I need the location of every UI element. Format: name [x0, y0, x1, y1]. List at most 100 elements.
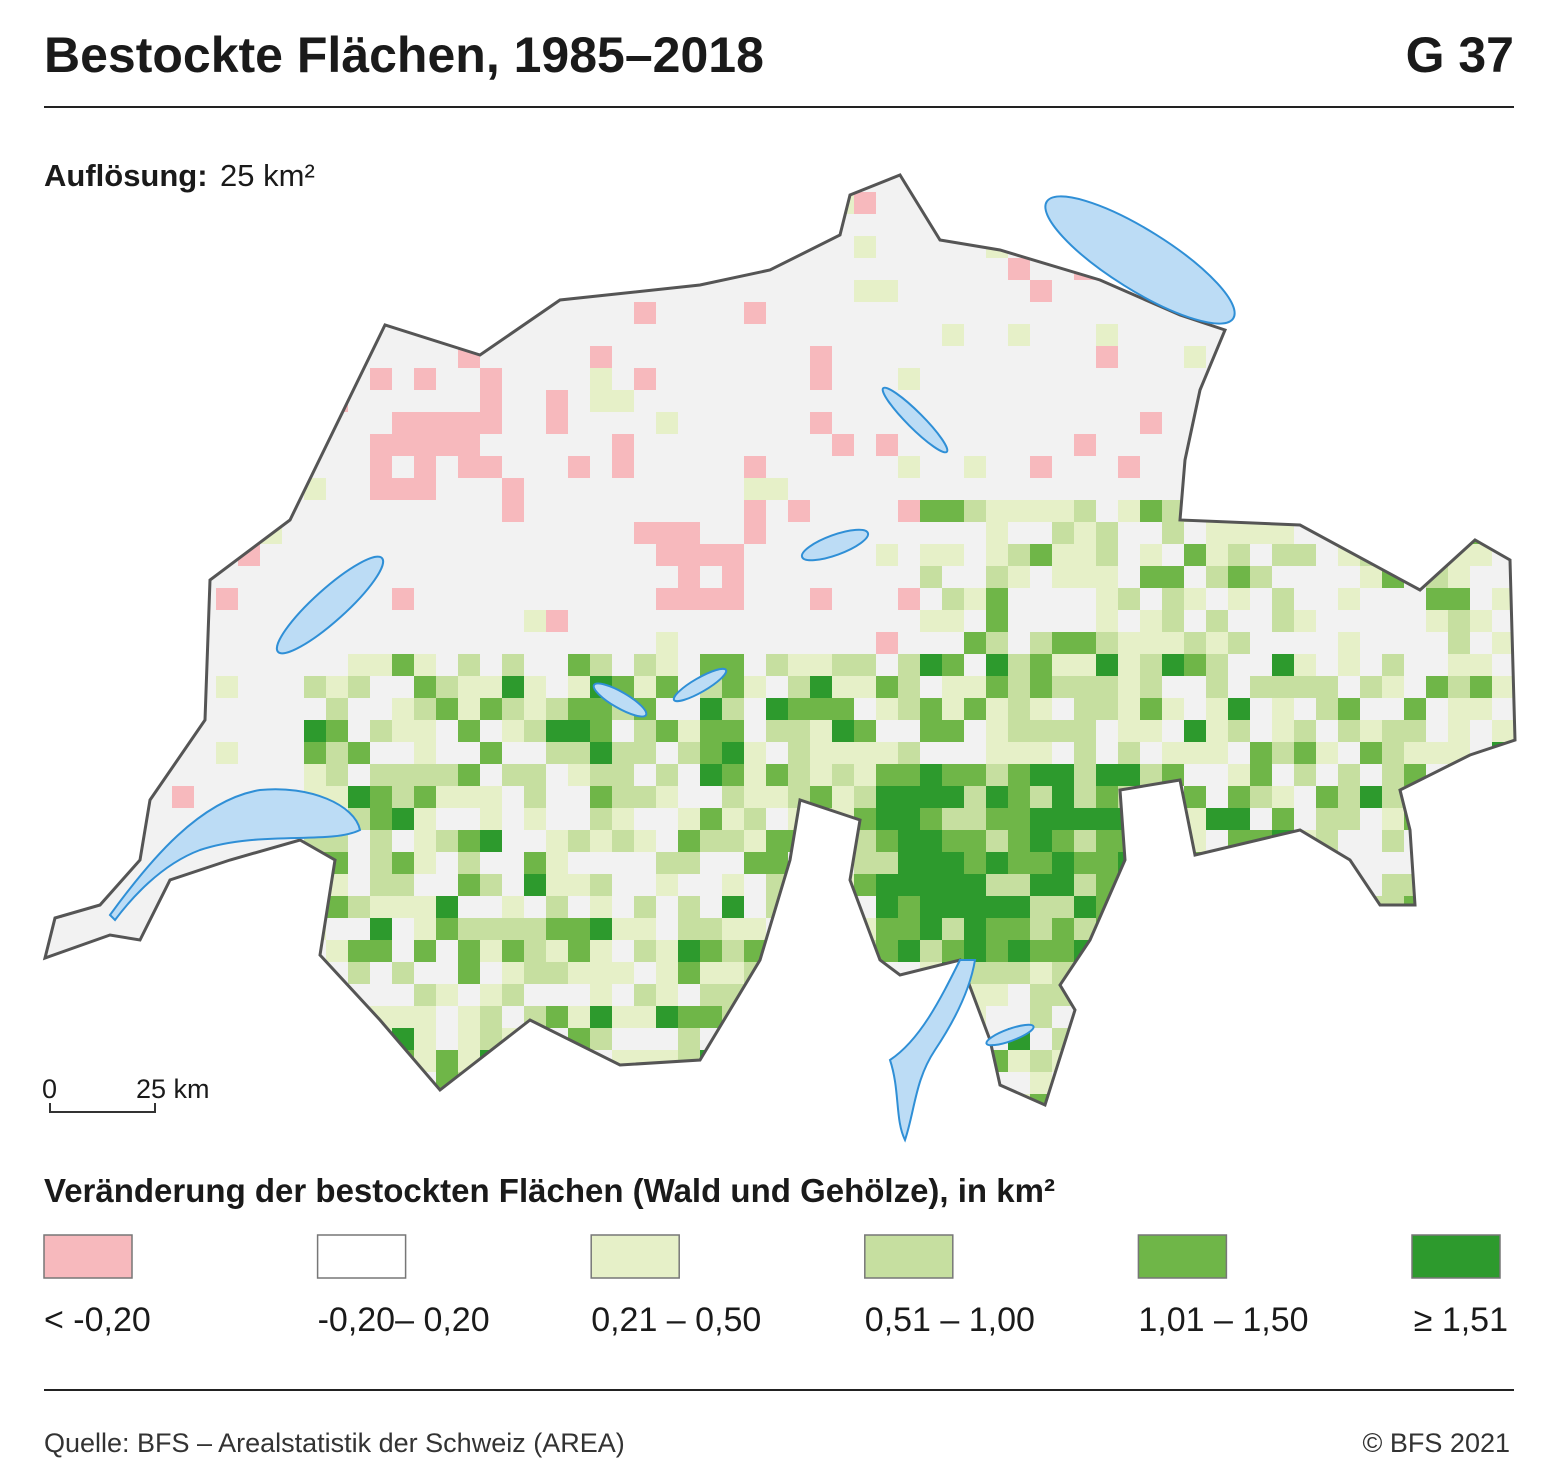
grid-cell — [1382, 742, 1404, 764]
grid-cell — [1272, 676, 1294, 698]
grid-cell — [722, 720, 744, 742]
country-border — [42, 173, 1517, 1108]
grid-cell — [656, 720, 678, 742]
grid-cell — [810, 346, 832, 368]
grid-cell — [1382, 874, 1404, 896]
grid-cell — [788, 500, 810, 522]
grid-cell — [744, 1050, 766, 1072]
grid-cell — [766, 830, 788, 852]
grid-cell — [788, 1072, 810, 1094]
grid-cell — [1206, 566, 1228, 588]
grid-cell — [1074, 896, 1096, 918]
grid-cell — [1272, 896, 1294, 918]
grid-cell — [1030, 1072, 1052, 1094]
grid-cell — [458, 1028, 480, 1050]
grid-cell — [1514, 1094, 1515, 1105]
grid-cell — [1404, 1028, 1426, 1050]
grid-cell — [788, 896, 810, 918]
grid-cell — [986, 698, 1008, 720]
grid-cell — [1382, 1094, 1404, 1105]
grid-cell — [546, 1006, 568, 1028]
grid-cell — [1118, 984, 1140, 1006]
grid-cell — [1470, 852, 1492, 874]
grid-cell — [1162, 1072, 1184, 1094]
grid-cell — [216, 522, 238, 544]
grid-cell — [1448, 610, 1470, 632]
grid-cell — [678, 830, 700, 852]
grid-cell — [1030, 1050, 1052, 1072]
grid-cell — [964, 698, 986, 720]
grid-cell — [1228, 192, 1250, 214]
lake — [108, 788, 362, 922]
grid-cell — [304, 1094, 326, 1105]
grid-cell — [1184, 500, 1206, 522]
grid-cell — [370, 1050, 392, 1072]
grid-cell — [1514, 698, 1515, 720]
grid-cell — [1338, 522, 1360, 544]
grid-cell — [964, 500, 986, 522]
grid-cell — [722, 654, 744, 676]
grid-cell — [942, 588, 964, 610]
grid-cell — [590, 808, 612, 830]
grid-cell — [788, 962, 810, 984]
grid-cell — [524, 1028, 546, 1050]
grid-cell — [1316, 1028, 1338, 1050]
grid-cell — [1316, 1006, 1338, 1028]
grid-cell — [348, 654, 370, 676]
grid-cell — [1448, 632, 1470, 654]
grid-cell — [1448, 852, 1470, 874]
grid-cell — [964, 1072, 986, 1094]
grid-cell — [744, 764, 766, 786]
grid-cell — [986, 764, 1008, 786]
grid-cell — [678, 544, 700, 566]
grid-cell — [1492, 676, 1514, 698]
grid-cell — [524, 786, 546, 808]
grid-cell — [216, 676, 238, 698]
grid-cell — [678, 1028, 700, 1050]
grid-cell — [1140, 874, 1162, 896]
grid-cell — [986, 918, 1008, 940]
grid-cell — [150, 412, 172, 434]
grid-cell — [502, 896, 524, 918]
grid-cell — [1206, 940, 1228, 962]
grid-cell — [744, 852, 766, 874]
grid-cell — [1492, 390, 1514, 412]
grid-cell — [1096, 808, 1118, 830]
grid-cell — [876, 1028, 898, 1050]
grid-cell — [1470, 896, 1492, 918]
grid-cell — [1492, 896, 1514, 918]
grid-cell — [1404, 918, 1426, 940]
grid-cell — [1030, 632, 1052, 654]
grid-cell — [1008, 830, 1030, 852]
grid-cell — [810, 368, 832, 390]
grid-cell — [1184, 588, 1206, 610]
grid-cell — [1228, 808, 1250, 830]
grid-cell — [1030, 1006, 1052, 1028]
grid-cell — [590, 742, 612, 764]
grid-cell — [964, 676, 986, 698]
grid-cell — [1360, 742, 1382, 764]
grid-cell — [304, 676, 326, 698]
grid-cell — [656, 632, 678, 654]
grid-cell — [1030, 918, 1052, 940]
grid-cell — [590, 720, 612, 742]
grid-cell — [634, 1006, 656, 1028]
grid-cell — [656, 940, 678, 962]
grid-cell — [84, 302, 106, 324]
grid-cell — [1338, 588, 1360, 610]
grid-cell — [1272, 522, 1294, 544]
grid-cell — [810, 808, 832, 830]
grid-cell — [480, 1028, 502, 1050]
grid-cell — [942, 654, 964, 676]
grid-cell — [1492, 1006, 1514, 1028]
grid-cell — [788, 918, 810, 940]
grid-cell — [876, 280, 898, 302]
grid-cell — [1118, 742, 1140, 764]
grid-cell — [788, 984, 810, 1006]
grid-cell — [1404, 984, 1426, 1006]
grid-cell — [1140, 1072, 1162, 1094]
grid-cell — [1272, 588, 1294, 610]
grid-cell — [546, 698, 568, 720]
grid-cell — [964, 808, 986, 830]
grid-cell — [656, 588, 678, 610]
